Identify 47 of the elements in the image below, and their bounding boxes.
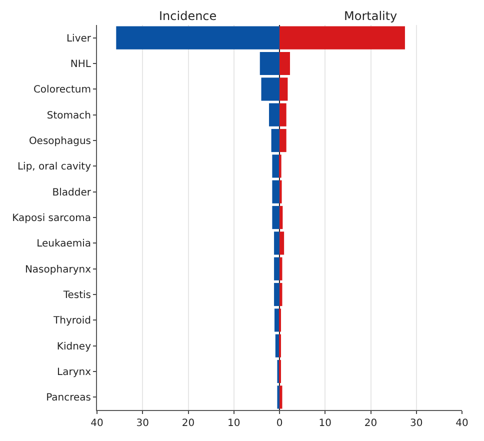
bar — [260, 52, 280, 76]
bar — [280, 282, 282, 306]
bar — [280, 386, 282, 409]
y-tick-label: Thyroid — [52, 316, 91, 327]
bar — [272, 206, 280, 230]
bar — [280, 103, 286, 126]
bar — [280, 257, 282, 280]
bar — [274, 257, 280, 280]
y-tick-label: Lip, oral cavity — [17, 162, 92, 173]
y-tick-label: Kidney — [56, 341, 92, 352]
x-tick-label: 20 — [364, 418, 378, 429]
bar — [274, 282, 280, 306]
y-tick-label: Stomach — [46, 110, 91, 122]
y-tick-label: Nasopharynx — [24, 264, 92, 276]
bar — [272, 180, 280, 204]
bar — [271, 128, 280, 152]
series-label: Mortality — [344, 9, 398, 23]
x-tick-label: 30 — [136, 418, 149, 429]
y-tick-label: Oesophagus — [28, 136, 91, 147]
y-tick-label: Colorectum — [33, 84, 91, 96]
x-tick-label: 10 — [228, 418, 240, 429]
x-tick-label: 20 — [182, 418, 195, 429]
bar — [272, 154, 280, 178]
x-tick-label: 0 — [276, 418, 283, 429]
bar — [116, 26, 280, 50]
y-tick-label: Leukaemia — [36, 238, 91, 250]
y-tick-label: Liver — [66, 33, 92, 44]
bar — [280, 26, 405, 50]
y-tick-label: Testis — [62, 290, 91, 301]
bar — [261, 78, 280, 101]
bar — [269, 103, 280, 126]
x-tick-label: 40 — [456, 418, 468, 429]
x-tick-label: 30 — [410, 418, 423, 429]
y-tick-label: NHL — [70, 59, 92, 70]
series-label: Incidence — [159, 9, 217, 23]
bar — [280, 128, 286, 152]
bar — [280, 78, 288, 101]
x-tick-label: 40 — [90, 418, 104, 429]
bar — [280, 206, 283, 230]
x-tick-label: 10 — [318, 418, 332, 429]
y-tick-label: Larynx — [57, 367, 92, 378]
y-tick-label: Pancreas — [46, 392, 91, 404]
bar — [274, 232, 280, 255]
y-tick-label: Kaposi sarcoma — [12, 213, 91, 224]
bar — [280, 52, 290, 76]
bar — [280, 232, 284, 255]
y-tick-label: Bladder — [52, 187, 92, 198]
